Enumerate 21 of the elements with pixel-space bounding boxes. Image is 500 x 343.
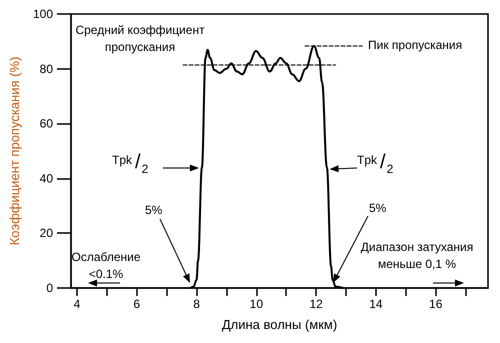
x-tick-label: 4 bbox=[74, 297, 81, 311]
x-tick-label: 10 bbox=[250, 297, 264, 311]
x-axis-title: Длина волны (мкм) bbox=[222, 317, 338, 332]
y-axis-title: Коэффициент пропускания (%) bbox=[7, 56, 22, 246]
y-tick-label: 40 bbox=[40, 171, 54, 186]
annotation: 5% bbox=[369, 201, 387, 215]
annotation: 5% bbox=[145, 203, 163, 217]
y-tick-label: 60 bbox=[40, 116, 54, 131]
y-tick-label: 20 bbox=[40, 226, 54, 240]
x-tick-label: 8 bbox=[193, 297, 200, 311]
y-tick-label: 100 bbox=[32, 7, 54, 21]
annotation: Пик пропускания bbox=[368, 38, 462, 52]
y-tick-label: 0 bbox=[46, 281, 54, 295]
annotation: Ослабление <0.1% bbox=[71, 250, 141, 281]
y-tick-label: 80 bbox=[40, 62, 54, 76]
annotation: Средний коэффициент пропускания bbox=[75, 23, 206, 54]
x-tick-label: 16 bbox=[429, 297, 443, 311]
annotation: Диапазон затухания меньше 0,1 % bbox=[360, 240, 474, 271]
x-tick-label: 12 bbox=[309, 297, 324, 311]
x-tick-label: 6 bbox=[133, 297, 140, 311]
x-tick-label: 14 bbox=[369, 297, 383, 311]
